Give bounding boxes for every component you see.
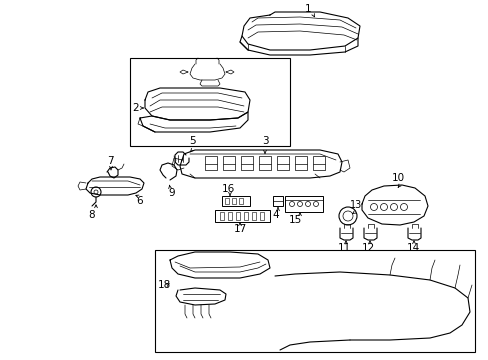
Bar (130, 58, 289, 146)
Text: 12: 12 (361, 243, 374, 253)
Text: 11: 11 (337, 243, 350, 253)
Bar (251, 212, 256, 220)
Bar (241, 156, 252, 164)
Text: 17: 17 (233, 224, 246, 234)
Text: 2: 2 (132, 103, 138, 113)
Bar (285, 196, 323, 212)
Bar (222, 196, 249, 206)
Bar (204, 156, 217, 164)
Bar (260, 212, 264, 220)
Bar (259, 156, 270, 164)
Text: 8: 8 (88, 210, 95, 220)
Bar (312, 156, 325, 164)
Text: 7: 7 (106, 156, 113, 166)
Bar (227, 212, 231, 220)
Bar (276, 156, 288, 164)
Bar (239, 198, 243, 204)
Text: 1: 1 (305, 4, 311, 14)
Text: 4: 4 (272, 210, 279, 220)
Text: 5: 5 (188, 136, 195, 146)
Text: 15: 15 (288, 215, 301, 225)
Bar (244, 212, 247, 220)
Text: 14: 14 (406, 243, 419, 253)
Text: 6: 6 (137, 196, 143, 206)
Text: 9: 9 (168, 188, 175, 198)
Bar (155, 250, 474, 352)
Bar (223, 156, 235, 164)
Bar (294, 156, 306, 164)
Bar (236, 212, 240, 220)
Text: 3: 3 (261, 136, 268, 146)
Text: 10: 10 (390, 173, 404, 183)
Text: 18: 18 (158, 280, 171, 290)
Bar (231, 198, 236, 204)
Text: 16: 16 (221, 184, 234, 194)
Text: 13: 13 (349, 200, 362, 210)
Bar (220, 212, 224, 220)
Bar (224, 198, 228, 204)
Bar (272, 196, 283, 206)
Bar (215, 210, 269, 222)
